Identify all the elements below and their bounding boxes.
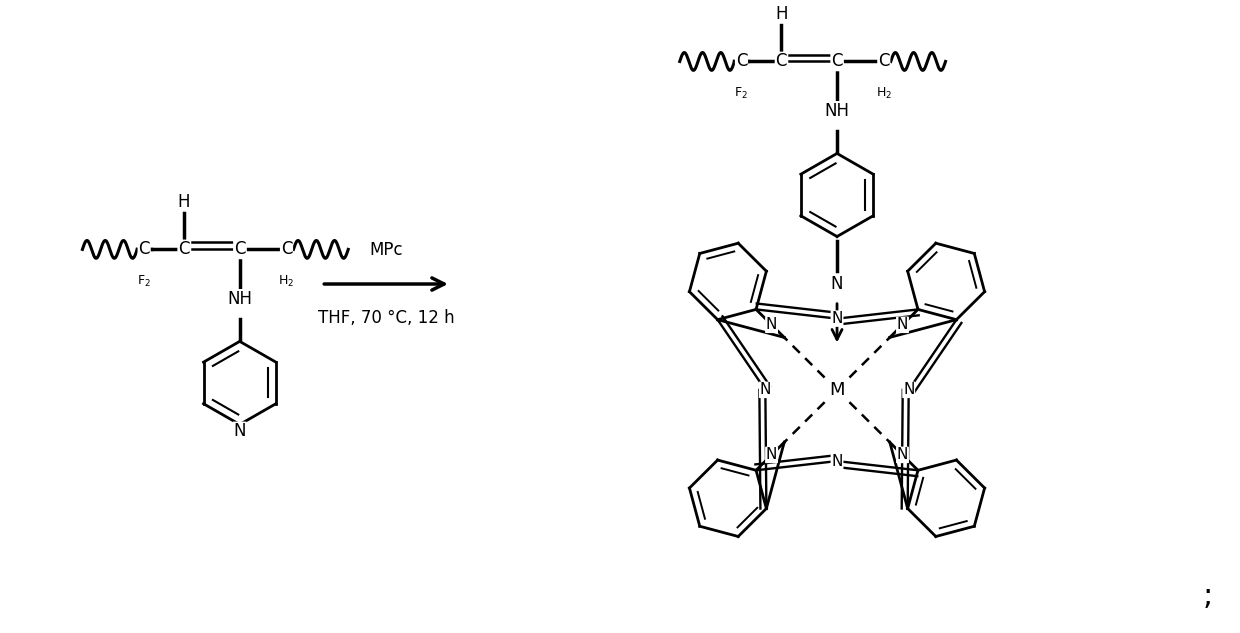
Text: C: C [139,241,150,258]
Text: N: N [903,382,914,398]
Text: C: C [234,241,246,258]
Text: N: N [766,448,777,462]
Text: N: N [831,275,843,293]
Text: N: N [897,448,908,462]
Text: H: H [775,5,787,23]
Text: NH: NH [227,290,252,308]
Text: M: M [830,381,844,399]
Text: N: N [831,311,843,326]
Text: THF, 70 °C, 12 h: THF, 70 °C, 12 h [317,309,454,327]
Text: C: C [179,241,190,258]
Text: N: N [766,317,777,332]
Text: NH: NH [825,102,849,120]
Text: H: H [177,193,190,211]
Text: N: N [897,317,908,332]
Text: N: N [831,454,843,468]
Text: M: M [830,381,844,399]
Text: H$_2$: H$_2$ [279,273,295,289]
Text: C: C [280,241,293,258]
Text: MPc: MPc [370,241,403,260]
Text: C: C [775,53,787,70]
Text: C: C [878,53,889,70]
Text: C: C [831,53,843,70]
Text: ;: ; [1203,581,1213,610]
Text: F$_2$: F$_2$ [138,273,151,289]
Text: F$_2$: F$_2$ [734,85,749,101]
Text: H$_2$: H$_2$ [875,85,892,101]
Text: N: N [233,422,246,441]
Text: C: C [735,53,748,70]
Text: N: N [760,382,771,398]
